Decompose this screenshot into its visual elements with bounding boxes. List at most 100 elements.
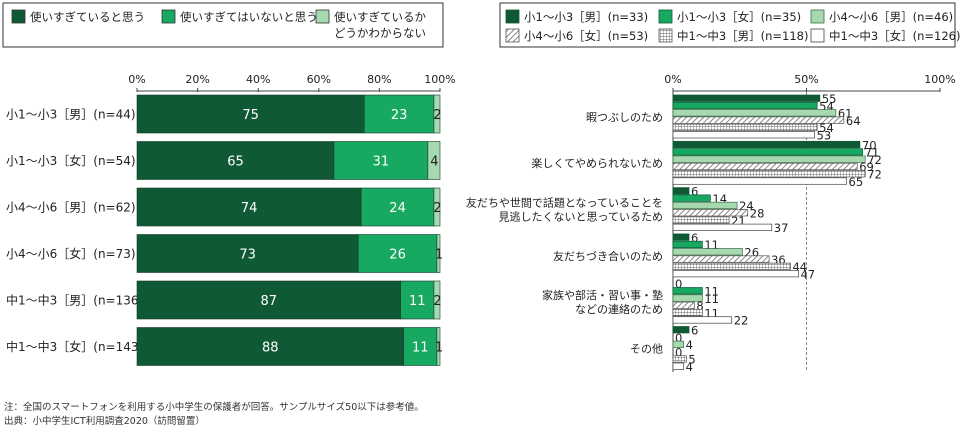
left-bar-value-3-2: 1 (435, 248, 443, 263)
left-bar-value-1-1: 31 (373, 155, 390, 170)
left-bar-2-0 (136, 187, 362, 227)
left-bar-value-4-1: 11 (409, 294, 426, 309)
left-bar-value-5-0: 88 (262, 341, 279, 356)
left-bar-2-1 (360, 187, 435, 227)
left-bar-value-1-2: 4 (430, 155, 438, 170)
right-legend-swatch-1 (658, 9, 673, 24)
right-bar-value-5-5: 4 (686, 360, 693, 374)
right-legend-label-3: 小4～小6［女］(n=53) (524, 29, 648, 43)
right-bar-1-4 (672, 170, 866, 178)
right-bar-2-0 (672, 187, 690, 195)
right-category-label-1-line-0: 楽しくてやめられないため (531, 157, 663, 170)
right-bar-value-4-1: 11 (704, 285, 719, 299)
legend-label-2-line-0: 使いすぎているか (334, 10, 426, 24)
left-bar-5-0 (136, 327, 404, 366)
right-bars: 暇つぶしのため555461645453楽しくてやめられないため707172697… (466, 92, 882, 374)
right-legend-swatch-4 (658, 28, 673, 43)
right-bar-5-4 (672, 355, 687, 363)
right-bar-value-1-0: 70 (862, 138, 877, 152)
right-bar-3-0 (672, 233, 690, 241)
legend-swatch-0 (11, 9, 26, 24)
left-bar-value-3-0: 73 (239, 248, 256, 263)
left-bar-value-0-0: 75 (242, 108, 259, 123)
left-bar-0-1 (363, 94, 435, 134)
right-bar-2-1 (672, 194, 711, 202)
right-tick-2: 100% (924, 73, 955, 86)
right-bar-0-2 (672, 109, 837, 117)
right-tick-1: 50% (794, 73, 818, 86)
left-bar-value-1-0: 65 (227, 155, 244, 170)
right-bar-value-0-4: 54 (819, 121, 834, 135)
left-bar-value-0-2: 2 (433, 108, 441, 123)
right-legend-swatch-3 (505, 28, 520, 43)
left-category-label-2: 小4～小6［男］(n=62) (6, 201, 136, 215)
right-bar-value-1-2: 72 (867, 153, 882, 167)
right-bar-value-4-0: 0 (675, 277, 682, 291)
right-category-label-2-line-1: 見逃したくないと思っているため (499, 211, 663, 224)
right-category-label-3-line-0: 友だちづき合いのため (553, 249, 663, 263)
left-category-label-0: 小1～小3［男］(n=44) (6, 108, 136, 122)
right-bar-value-4-2: 11 (704, 292, 719, 306)
left-bar-value-3-1: 26 (389, 248, 406, 263)
left-bar-4-0 (136, 280, 401, 320)
right-bar-5-0 (672, 326, 690, 334)
left-category-label-3: 小4～小6［女］(n=73) (6, 246, 136, 261)
right-bar-2-5 (672, 223, 773, 231)
left-bar-1-1 (333, 141, 429, 180)
right-bar-value-3-0: 6 (691, 231, 698, 245)
right-bar-1-5 (672, 177, 847, 185)
left-bar-value-5-2: 1 (435, 341, 443, 356)
left-bar-value-2-1: 24 (389, 201, 406, 216)
right-bar-3-1 (672, 240, 703, 249)
left-bar-value-2-2: 2 (433, 201, 441, 216)
right-bar-value-5-2: 4 (686, 338, 693, 352)
left-bar-2-2 (433, 187, 441, 227)
right-legend-label-5: 中1～中3［女］(n=126) (829, 29, 960, 43)
right-bar-3-4 (672, 262, 791, 270)
right-bar-2-3 (672, 209, 749, 217)
right-bar-1-2 (672, 155, 866, 163)
footnote-source: 出典：小中学生ICT利用調査2020（訪問留置） (4, 415, 205, 427)
left-bar-4-1 (400, 280, 435, 320)
right-category-label-4-line-1: などの連絡のため (575, 302, 663, 316)
left-bar-value-4-0: 87 (261, 294, 278, 309)
right-legend: 小1～小3［男］(n=33) 小1～小3［女］(n=35) 小4～小6［男］(n=4… (499, 2, 960, 48)
legend-swatch-2 (315, 9, 330, 24)
right-legend-swatch-0 (505, 9, 520, 24)
right-bar-4-2 (672, 294, 703, 302)
left-tick-1: 20% (185, 73, 209, 86)
right-bar-4-5 (672, 316, 733, 324)
right-legend-label-2: 小4～小6［男］(n=46) (829, 10, 953, 24)
right-bar-2-2 (672, 201, 738, 210)
right-bar-0-5 (672, 131, 815, 139)
left-category-label-1: 小1～小3［女］(n=54) (6, 153, 136, 168)
right-bar-value-5-1: 0 (675, 331, 682, 345)
right-category-label-0-line-0: 暇つぶしのため (586, 111, 663, 124)
right-legend-label-0: 小1～小3［男］(n=33) (524, 10, 648, 24)
left-bar-5-1 (403, 327, 438, 366)
right-bar-value-0-5: 53 (817, 129, 832, 143)
right-bar-3-5 (672, 270, 799, 278)
right-legend-swatch-2 (810, 9, 825, 24)
left-bar-4-2 (433, 280, 441, 320)
right-bar-5-2 (672, 340, 685, 348)
right-bar-2-4 (672, 216, 730, 224)
left-bar-value-0-1: 23 (391, 108, 408, 123)
left-legend-frame (2, 2, 444, 48)
legend-swatch-1 (161, 9, 176, 24)
right-bar-0-3 (672, 116, 845, 124)
right-bar-value-4-5: 22 (734, 314, 749, 328)
footnote-note: 注：全国のスマートフォンを利用する小中学生の保護者が回答。サンプルサイズ50以下… (4, 401, 424, 413)
footnotes: 注：全国のスマートフォンを利用する小中学生の保護者が回答。サンプルサイズ50以下… (4, 401, 424, 427)
right-bar-4-1 (672, 287, 703, 295)
left-bar-3-1 (357, 234, 438, 273)
right-bar-value-0-3: 64 (846, 114, 861, 128)
legend-label-1: 使いすぎてはいないと思う (180, 10, 318, 24)
right-bar-4-4 (672, 309, 703, 317)
right-bar-value-4-3: 8 (696, 299, 703, 313)
left-bar-3-2 (436, 234, 441, 273)
right-bar-value-2-0: 6 (691, 185, 698, 199)
left-bar-5-2 (436, 327, 441, 366)
